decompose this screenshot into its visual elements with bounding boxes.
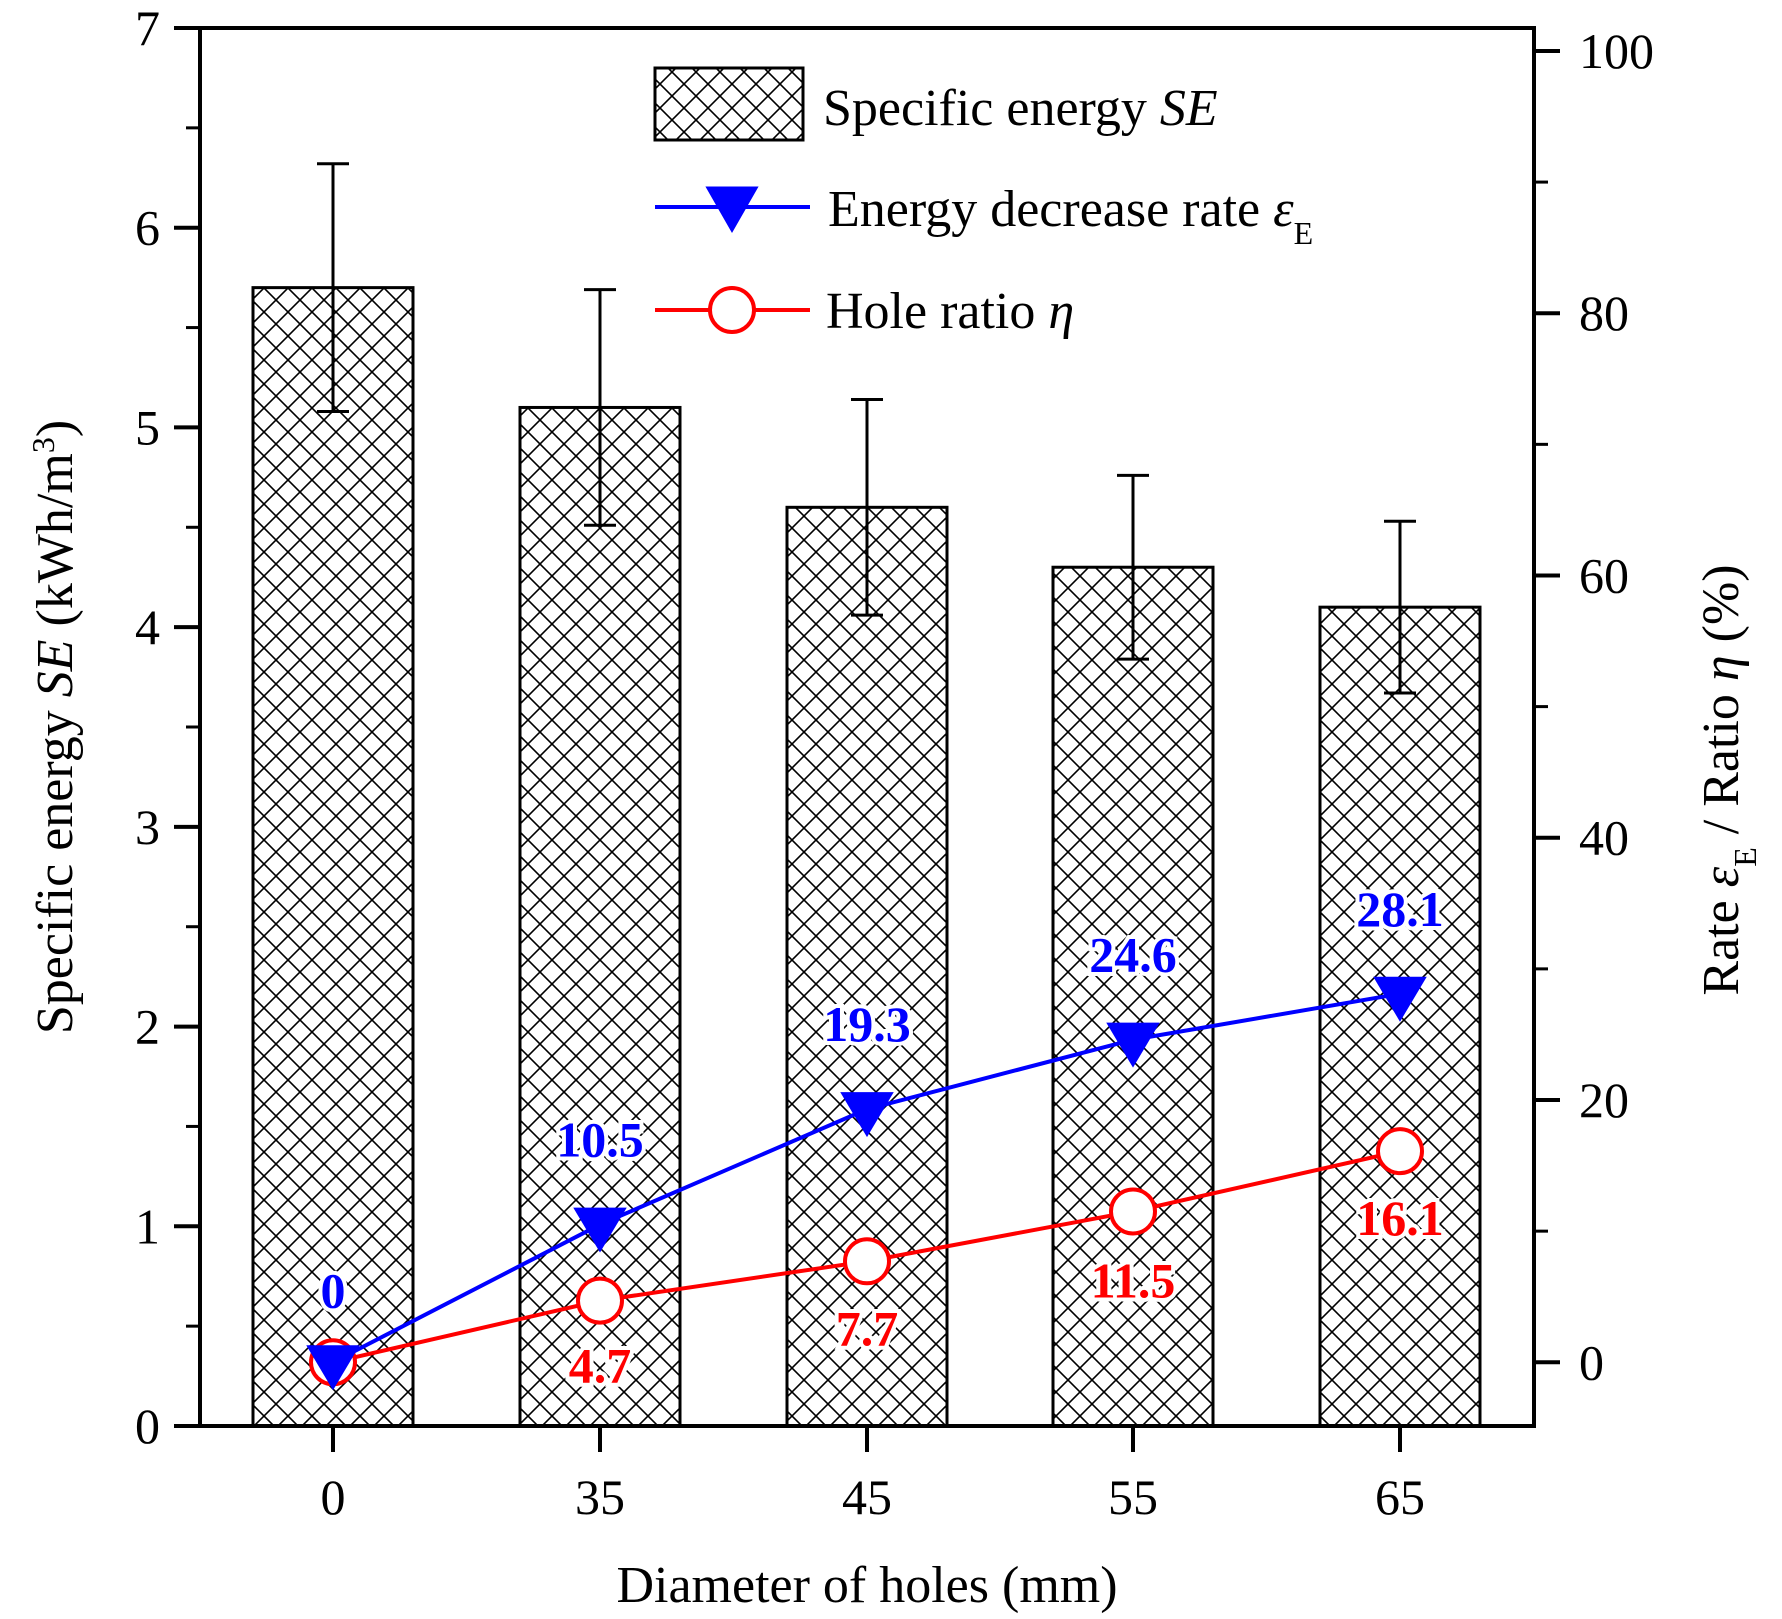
right-axis-title: Rate εE / Ratio η (%) xyxy=(1693,564,1763,995)
data-labels-layer: 0 10.5 19.3 24.6 28.1 4.7 7.7 11.5 16.1 xyxy=(317,877,1448,1398)
x-tick-label-0: 0 xyxy=(321,1469,346,1525)
hole-ratio-marker-45 xyxy=(843,1237,891,1286)
energy-rate-marker-65 xyxy=(1373,976,1427,1022)
energy-rate-marker-55 xyxy=(1106,1022,1160,1068)
errorbars-layer xyxy=(317,162,1416,695)
hole-ratio-marker-35 xyxy=(576,1276,624,1325)
hole-ratio-label-65: 16.1 xyxy=(1356,1190,1444,1246)
energy-rate-label-35: 10.5 xyxy=(556,1112,644,1168)
energy-rate-label-65: 28.1 xyxy=(1356,881,1444,937)
legend-marker-hole xyxy=(708,286,756,334)
right-tick-label-20: 20 xyxy=(1579,1072,1629,1128)
hole-ratio-label-45: 7.7 xyxy=(836,1300,899,1356)
x-tick-label-55: 55 xyxy=(1108,1469,1158,1525)
legend: Specific energy SE Energy decrease rate … xyxy=(653,66,1313,340)
legend-label-hole: Hole ratio η xyxy=(826,283,1074,340)
left-tick-label-0: 0 xyxy=(135,1398,160,1454)
legend-label-rate: Energy decrease rate εE xyxy=(828,181,1313,251)
right-tick-label-100: 100 xyxy=(1579,23,1654,79)
energy-rate-label-0: 0 xyxy=(321,1262,346,1318)
x-tick-label-35: 35 xyxy=(575,1469,625,1525)
energy-rate-marker-35 xyxy=(573,1207,627,1253)
right-tick-label-60: 60 xyxy=(1579,547,1629,603)
left-axis-title: Specific energy SE (kWh/m3) xyxy=(25,420,84,1034)
x-axis-title: Diameter of holes (mm) xyxy=(616,1557,1117,1614)
hole-ratio-marker-55 xyxy=(1109,1187,1157,1236)
hole-ratio-label-55: 11.5 xyxy=(1091,1252,1176,1308)
legend-swatch-se xyxy=(653,66,805,142)
bar-35 xyxy=(518,405,682,1428)
legend-label-se: Specific energy SE xyxy=(823,80,1218,137)
energy-rate-marker-45 xyxy=(840,1092,894,1138)
markers-layer xyxy=(306,976,1427,1391)
energy-rate-marker-0 xyxy=(306,1345,360,1391)
energy-rate-label-55: 24.6 xyxy=(1089,927,1177,983)
right-tick-label-0: 0 xyxy=(1579,1334,1604,1390)
left-tick-label-6: 6 xyxy=(135,200,160,256)
hole-ratio-marker-65 xyxy=(1376,1127,1424,1176)
left-tick-label-3: 3 xyxy=(135,799,160,855)
bar-0 xyxy=(251,286,415,1428)
energy-rate-label-45: 19.3 xyxy=(823,996,911,1052)
bar-55 xyxy=(1051,565,1215,1428)
legend-marker-rate xyxy=(705,186,759,234)
x-tick-label-45: 45 xyxy=(842,1469,892,1525)
right-tick-label-80: 80 xyxy=(1579,285,1629,341)
hole-ratio-label-35: 4.7 xyxy=(569,1338,632,1394)
left-tick-label-7: 7 xyxy=(135,0,160,56)
x-tick-label-65: 65 xyxy=(1375,1469,1425,1525)
bar-45 xyxy=(785,505,949,1428)
right-tick-label-40: 40 xyxy=(1579,810,1629,866)
left-tick-label-4: 4 xyxy=(135,599,160,655)
left-tick-label-2: 2 xyxy=(135,999,160,1055)
left-tick-label-1: 1 xyxy=(135,1198,160,1254)
left-tick-label-5: 5 xyxy=(135,399,160,455)
